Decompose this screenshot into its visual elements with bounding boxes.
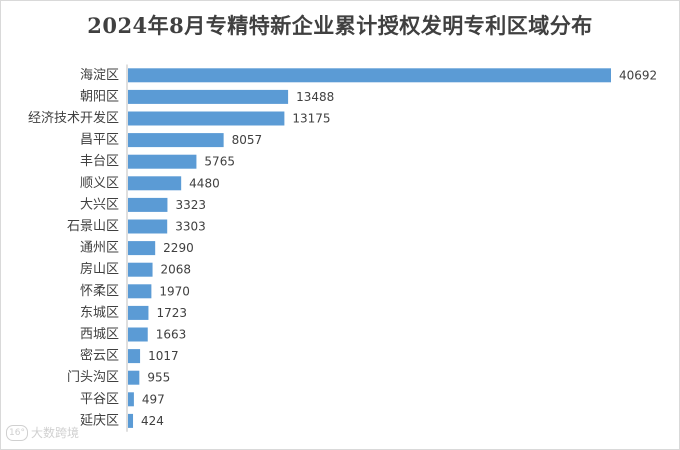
bar — [128, 284, 152, 299]
data-label: 13175 — [292, 112, 330, 126]
watermark: 16° 大数跨境 — [6, 424, 79, 441]
y-tick-label: 朝阳区 — [80, 89, 119, 104]
data-label: 2068 — [161, 263, 192, 277]
bar — [128, 349, 141, 364]
data-label: 1723 — [156, 306, 187, 320]
y-tick-label: 西城区 — [80, 327, 119, 342]
data-label: 424 — [141, 414, 164, 428]
data-label: 8057 — [232, 133, 263, 147]
bar — [128, 305, 149, 320]
data-label: 2290 — [163, 241, 194, 255]
y-tick-label: 密云区 — [80, 348, 119, 364]
bar — [128, 133, 224, 148]
bar — [128, 370, 140, 385]
y-tick-label: 昌平区 — [80, 133, 119, 148]
data-label: 955 — [147, 371, 170, 385]
y-tick-label: 经济技术开发区 — [28, 110, 119, 126]
y-tick-label: 大兴区 — [80, 197, 119, 212]
y-tick-label: 东城区 — [80, 305, 119, 320]
y-tick-label: 延庆区 — [80, 413, 119, 428]
y-tick-label: 通州区 — [80, 241, 119, 256]
data-label: 4480 — [189, 176, 220, 190]
data-label: 3323 — [175, 198, 206, 212]
bar — [128, 413, 134, 428]
y-tick-label: 石景山区 — [67, 219, 119, 234]
bar — [128, 176, 182, 191]
chart-title: 2024年8月专精特新企业累计授权发明专利区域分布 — [87, 13, 593, 38]
bar — [128, 154, 197, 169]
bar — [128, 262, 153, 277]
y-tick-label: 怀柔区 — [80, 284, 119, 299]
bar — [128, 241, 156, 256]
watermark-text: 大数跨境 — [31, 426, 80, 440]
data-label: 13488 — [296, 90, 334, 104]
bar — [128, 327, 148, 342]
y-tick-label: 平谷区 — [80, 392, 119, 407]
bar — [128, 219, 168, 234]
data-label: 1970 — [159, 284, 190, 298]
data-label: 5765 — [204, 155, 235, 169]
y-tick-label: 丰台区 — [80, 154, 119, 169]
y-tick-label: 门头沟区 — [67, 370, 119, 385]
bar — [128, 89, 289, 104]
bar — [128, 68, 611, 83]
bar — [128, 197, 168, 212]
data-label: 1017 — [148, 349, 179, 363]
y-tick-label: 顺义区 — [80, 176, 119, 191]
data-label: 3303 — [175, 220, 206, 234]
bar — [128, 111, 285, 126]
watermark-logo-icon: 16° — [6, 424, 28, 441]
data-label: 497 — [142, 392, 165, 406]
data-label: 1663 — [156, 328, 187, 342]
data-label: 40692 — [619, 68, 657, 82]
y-tick-label: 房山区 — [80, 261, 119, 277]
y-tick-label: 海淀区 — [80, 68, 119, 83]
bar — [128, 392, 134, 407]
